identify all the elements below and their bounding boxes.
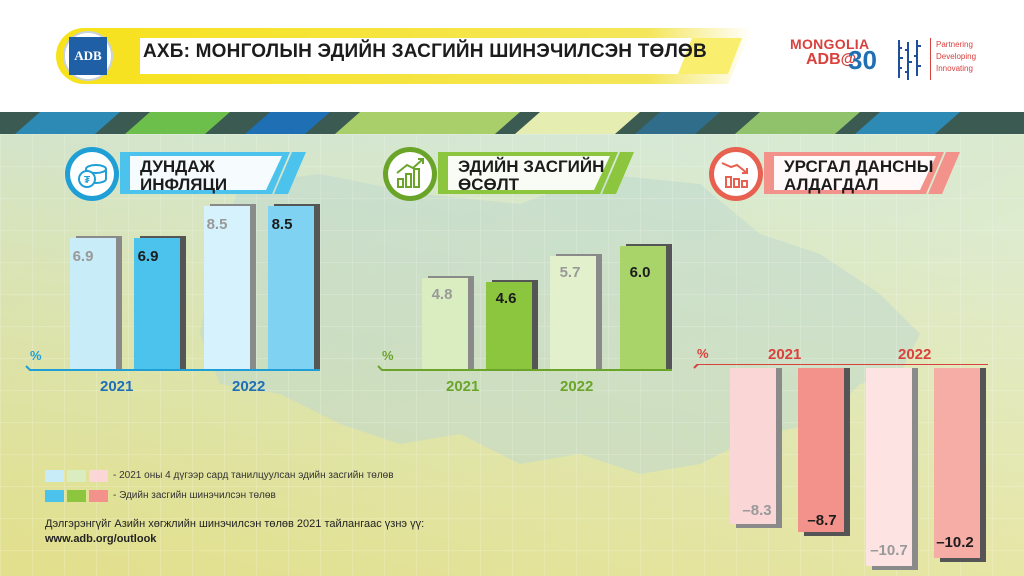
mongolia-adb-30-logo: MONGOLIA ADB@ 30 Partnering Developing I… bbox=[790, 36, 990, 86]
adb-logo: ADB bbox=[63, 31, 113, 81]
growth-title-line2: ӨСӨЛТ bbox=[458, 175, 520, 194]
deficit-unit: % bbox=[697, 346, 709, 361]
decorative-stripe bbox=[0, 112, 1024, 134]
title-banner bbox=[56, 28, 752, 84]
inflation-title-line1: ДУНДАЖ bbox=[140, 157, 215, 176]
legend-swatch-growth-april bbox=[67, 470, 86, 482]
deficit-bars bbox=[693, 364, 988, 570]
declining-chart-icon bbox=[709, 147, 763, 201]
growth-title-banner bbox=[438, 152, 634, 194]
growth-2021-updated-bar bbox=[486, 282, 532, 370]
more-info-text: Дэлгэрэнгүйг Азийн хөгжлийн шинэчилсэн т… bbox=[45, 518, 425, 530]
deficit-title-line2: АЛДАГДАЛ bbox=[784, 175, 879, 194]
legend-swatch-growth-updated bbox=[67, 490, 86, 502]
legend-updated-label: - Эдийн засгийн шинэчилсэн төлөв bbox=[113, 490, 276, 501]
brand-tagline-3: Innovating bbox=[936, 64, 973, 73]
deficit-2022-updated-value: –10.2 bbox=[936, 534, 974, 551]
deficit-2022-updated-bar bbox=[934, 368, 980, 558]
growth-bars bbox=[377, 244, 672, 371]
deficit-2021-april-bar bbox=[730, 368, 776, 524]
coins-icon: ₮ bbox=[65, 147, 119, 201]
inflation-year-2022: 2022 bbox=[232, 378, 266, 395]
deficit-year-2022: 2022 bbox=[898, 346, 932, 363]
inflation-title-line2: ИНФЛЯЦИ bbox=[140, 175, 228, 194]
deficit-year-2021: 2021 bbox=[768, 346, 802, 363]
outlook-link[interactable]: www.adb.org/outlook bbox=[45, 533, 157, 545]
deficit-2021-updated-bar bbox=[798, 368, 844, 532]
deficit-title-banner bbox=[764, 152, 960, 194]
growth-2021-april-bar bbox=[422, 278, 468, 370]
growth-2021-updated-value: 4.6 bbox=[495, 290, 517, 307]
growth-year-2021: 2021 bbox=[446, 378, 480, 395]
deficit-2022-april-bar bbox=[866, 368, 912, 566]
brand-adb: ADB@ bbox=[806, 51, 857, 68]
deficit-2021-april-value: –8.3 bbox=[742, 502, 772, 519]
header: ADB АХБ: МОНГОЛЫН ЭДИЙН ЗАСГИЙН ШИНЭЧИЛС… bbox=[0, 0, 1024, 112]
brand-separator bbox=[930, 38, 931, 80]
brand-mongolia: MONGOLIA bbox=[790, 36, 870, 52]
inflation-bars bbox=[25, 204, 320, 371]
growth-2022-april-bar bbox=[550, 256, 596, 370]
growth-year-2022: 2022 bbox=[560, 378, 594, 395]
legend-swatch-deficit-updated bbox=[89, 490, 108, 502]
inflation-2021-updated-value: 6.9 bbox=[137, 248, 159, 265]
inflation-2021-april-value: 6.9 bbox=[72, 248, 94, 265]
legend-april-label: - 2021 оны 4 дүгээр сард танилцуулсан эд… bbox=[113, 470, 394, 481]
inflation-unit: % bbox=[30, 348, 42, 363]
inflation-2021-updated-bar bbox=[134, 238, 180, 370]
inflation-2022-updated-value: 8.5 bbox=[271, 216, 293, 233]
mongolian-script-icon bbox=[898, 40, 921, 80]
brand-tagline-1: Partnering bbox=[936, 40, 973, 49]
adb-logo-text: ADB bbox=[69, 37, 107, 75]
growth-2022-april-value: 5.7 bbox=[559, 264, 581, 281]
inflation-2022-april-bar bbox=[204, 206, 250, 370]
svg-text:₮: ₮ bbox=[84, 175, 90, 186]
growth-title-line1: ЭДИЙН ЗАСГИЙН bbox=[458, 157, 605, 176]
legend-swatch-deficit-april bbox=[89, 470, 108, 482]
brand-tagline-2: Developing bbox=[936, 52, 977, 61]
legend-swatch-inflation-updated bbox=[45, 490, 64, 502]
inflation-2022-updated-bar bbox=[268, 206, 314, 370]
deficit-title-line1: УРСГАЛ ДАНСНЫ bbox=[784, 157, 934, 176]
inflation-2021-april-bar bbox=[70, 238, 116, 370]
growth-chart-icon bbox=[383, 147, 437, 201]
growth-2021-april-value: 4.8 bbox=[431, 286, 453, 303]
growth-unit: % bbox=[382, 348, 394, 363]
brand-30: 30 bbox=[848, 45, 877, 75]
growth-2022-updated-bar bbox=[620, 246, 666, 370]
legend-swatch-inflation-april bbox=[45, 470, 64, 482]
inflation-2022-april-value: 8.5 bbox=[206, 216, 228, 233]
deficit-2021-updated-value: –8.7 bbox=[807, 512, 837, 529]
inflation-title-banner bbox=[120, 152, 306, 194]
deficit-2022-april-value: –10.7 bbox=[870, 542, 908, 559]
growth-2022-updated-value: 6.0 bbox=[629, 264, 651, 281]
inflation-year-2021: 2021 bbox=[100, 378, 134, 395]
page-title: АХБ: МОНГОЛЫН ЭДИЙН ЗАСГИЙН ШИНЭЧИЛСЭН Т… bbox=[143, 41, 707, 62]
